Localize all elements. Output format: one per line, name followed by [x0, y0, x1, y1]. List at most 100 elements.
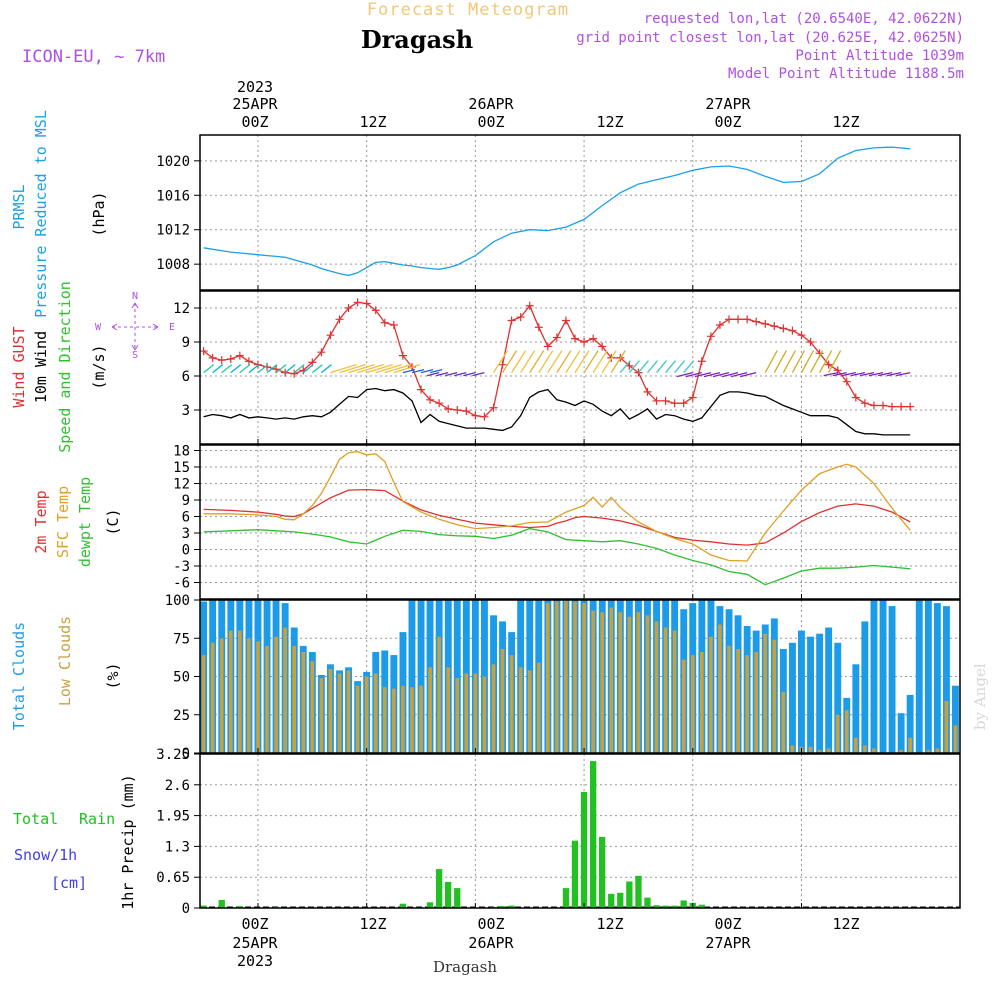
gust-marker [489, 403, 498, 412]
gust-marker [734, 315, 743, 324]
precip-axis-label: 1hr Precip (mm) [119, 774, 137, 909]
precip-total-label: Total [13, 810, 58, 828]
wind-direction-arrow [841, 371, 856, 377]
wind-direction-arrow [472, 371, 485, 377]
low-cloud-bar [826, 748, 831, 753]
precip-bar [680, 900, 687, 908]
panel-content [200, 298, 915, 436]
chart-subtitle: Forecast Meteogram [367, 0, 569, 20]
gust-marker [317, 348, 326, 357]
low-clouds-label: Low Clouds [56, 616, 74, 706]
low-cloud-bar [845, 710, 849, 753]
wind-direction-arrow [850, 371, 866, 377]
gust-marker [543, 342, 552, 351]
total-cloud-bar [897, 713, 905, 753]
wind-speed-label: Speed and Direction [56, 281, 74, 453]
wind-direction-arrow [877, 371, 893, 377]
requested-coords: requested lon,lat (20.6540E, 42.0622N) [644, 11, 964, 27]
low-cloud-bar [654, 621, 659, 753]
precip-bar [644, 897, 651, 908]
low-cloud-bar [518, 667, 523, 753]
gust-marker [290, 369, 299, 378]
low-cloud-bar [863, 745, 867, 753]
low-cloud-bar [926, 749, 931, 753]
low-cloud-bar [437, 636, 441, 753]
y-tick-label: 0 [182, 901, 190, 917]
grid-coords: grid point closest lon,lat (20.625E, 42.… [576, 30, 964, 46]
wind-direction-arrow [601, 350, 617, 373]
gust-marker [806, 338, 815, 346]
top-date-2: 27APR [705, 95, 751, 113]
gust-marker [552, 333, 561, 342]
gust-marker [471, 411, 480, 420]
wind-direction-arrow [565, 350, 581, 373]
low-cloud-bar [600, 612, 604, 753]
total-cloud-bar [879, 600, 887, 753]
gust-marker [235, 351, 244, 360]
panel-content [200, 600, 995, 753]
top-hour-3: 12Z [596, 113, 623, 131]
total-cloud-bar [825, 627, 833, 753]
total-cloud-bar [988, 745, 995, 753]
y-tick-label: 9 [182, 335, 190, 351]
top-hour-4: 00Z [714, 113, 741, 131]
low-cloud-bar [700, 652, 704, 753]
low-cloud-bar [573, 601, 577, 753]
gust-marker [435, 399, 444, 408]
gust-marker [725, 315, 734, 324]
y-tick-label: 50 [173, 670, 190, 686]
total-cloud-bar [933, 603, 941, 753]
gust-marker [643, 387, 652, 396]
gust-marker [589, 334, 598, 343]
wind-direction-arrow [529, 350, 545, 373]
bottom-date-0: 25APR [232, 934, 278, 952]
gust-marker [679, 399, 688, 408]
low-cloud-bar [981, 748, 985, 753]
wind-direction-arrow [520, 350, 536, 373]
series-dewpt-temp [203, 527, 911, 586]
wind-direction-arrow [773, 350, 787, 373]
point-altitude: Point Altitude 1039m [795, 48, 964, 64]
wind-direction-arrow [221, 364, 233, 374]
low-cloud-bar [337, 673, 342, 753]
total-cloud-bar [906, 694, 914, 753]
low-cloud-bar [645, 615, 650, 753]
gust-marker [426, 395, 435, 404]
precip-bar [200, 905, 207, 908]
wind-direction-arrow [628, 360, 640, 374]
wind-direction-arrow [230, 364, 242, 374]
total-cloud-bar [861, 621, 869, 753]
wind-direction-arrow [703, 371, 721, 378]
low-cloud-bar [310, 661, 315, 753]
bottom-hour-3: 12Z [596, 915, 623, 933]
wind-direction-arrow [293, 364, 305, 374]
y-tick-label: 75 [173, 631, 190, 647]
watermark: by Angel [971, 663, 989, 730]
top-hour-5: 12Z [832, 113, 859, 131]
panel-frame [199, 134, 961, 291]
precip-bar [698, 904, 705, 908]
wind-direction-arrow [357, 363, 384, 374]
low-cloud-bar [908, 737, 912, 753]
precip-bar [562, 888, 570, 908]
wind-direction-arrow [656, 360, 668, 374]
gust-marker [715, 321, 724, 329]
gust-marker [879, 401, 888, 410]
low-cloud-bar [373, 673, 378, 753]
low-cloud-bar [772, 639, 777, 753]
prmsl-unit: (hPa) [90, 191, 108, 236]
gust-marker [480, 412, 489, 421]
total-cloud-bar [417, 600, 425, 753]
low-cloud-bar [201, 655, 206, 753]
panel-content [200, 761, 960, 908]
y-tick-label: 0 [182, 746, 190, 762]
precip-bar [590, 761, 597, 908]
low-cloud-bar [500, 649, 505, 753]
wind-direction-arrow [275, 364, 287, 374]
gust-marker [326, 331, 335, 340]
model-altitude: Model Point Altitude 1188.5m [728, 66, 964, 82]
total-cloud-bar [870, 600, 878, 753]
low-cloud-bar [817, 749, 822, 753]
low-cloud-bar [473, 673, 478, 753]
low-cloud-bar [808, 746, 813, 753]
